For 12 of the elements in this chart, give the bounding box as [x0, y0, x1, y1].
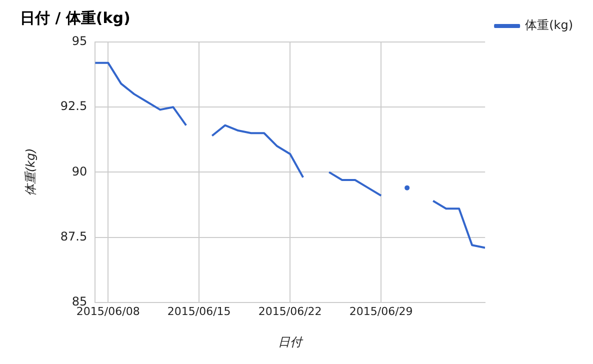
y-tick-label: 90: [72, 164, 88, 178]
x-tick-label: 2015/06/15: [167, 304, 231, 318]
x-tick-label: 2015/06/22: [258, 304, 322, 318]
x-tick-label: 2015/06/08: [76, 304, 140, 318]
y-tick-label: 92.5: [60, 99, 88, 114]
y-axis-title: 体重(kg): [23, 148, 38, 196]
x-axis-title: 日付: [278, 334, 304, 349]
legend-label: 体重(kg): [525, 18, 574, 32]
x-tick-label: 2015/06/29: [349, 304, 413, 318]
y-tick-label: 87.5: [60, 229, 88, 244]
chart-title: 日付 / 体重(kg): [20, 8, 130, 27]
y-tick-label: 95: [72, 34, 88, 48]
